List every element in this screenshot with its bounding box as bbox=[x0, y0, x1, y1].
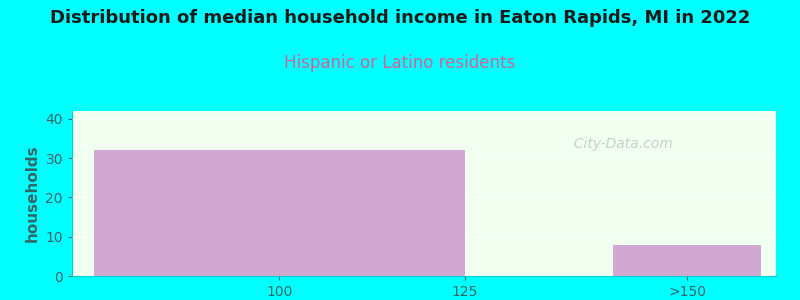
Text: City-Data.com: City-Data.com bbox=[565, 137, 673, 151]
Bar bbox=[613, 244, 761, 276]
Bar bbox=[94, 150, 465, 276]
Text: Hispanic or Latino residents: Hispanic or Latino residents bbox=[284, 54, 516, 72]
Text: Distribution of median household income in Eaton Rapids, MI in 2022: Distribution of median household income … bbox=[50, 9, 750, 27]
Y-axis label: households: households bbox=[25, 145, 40, 242]
